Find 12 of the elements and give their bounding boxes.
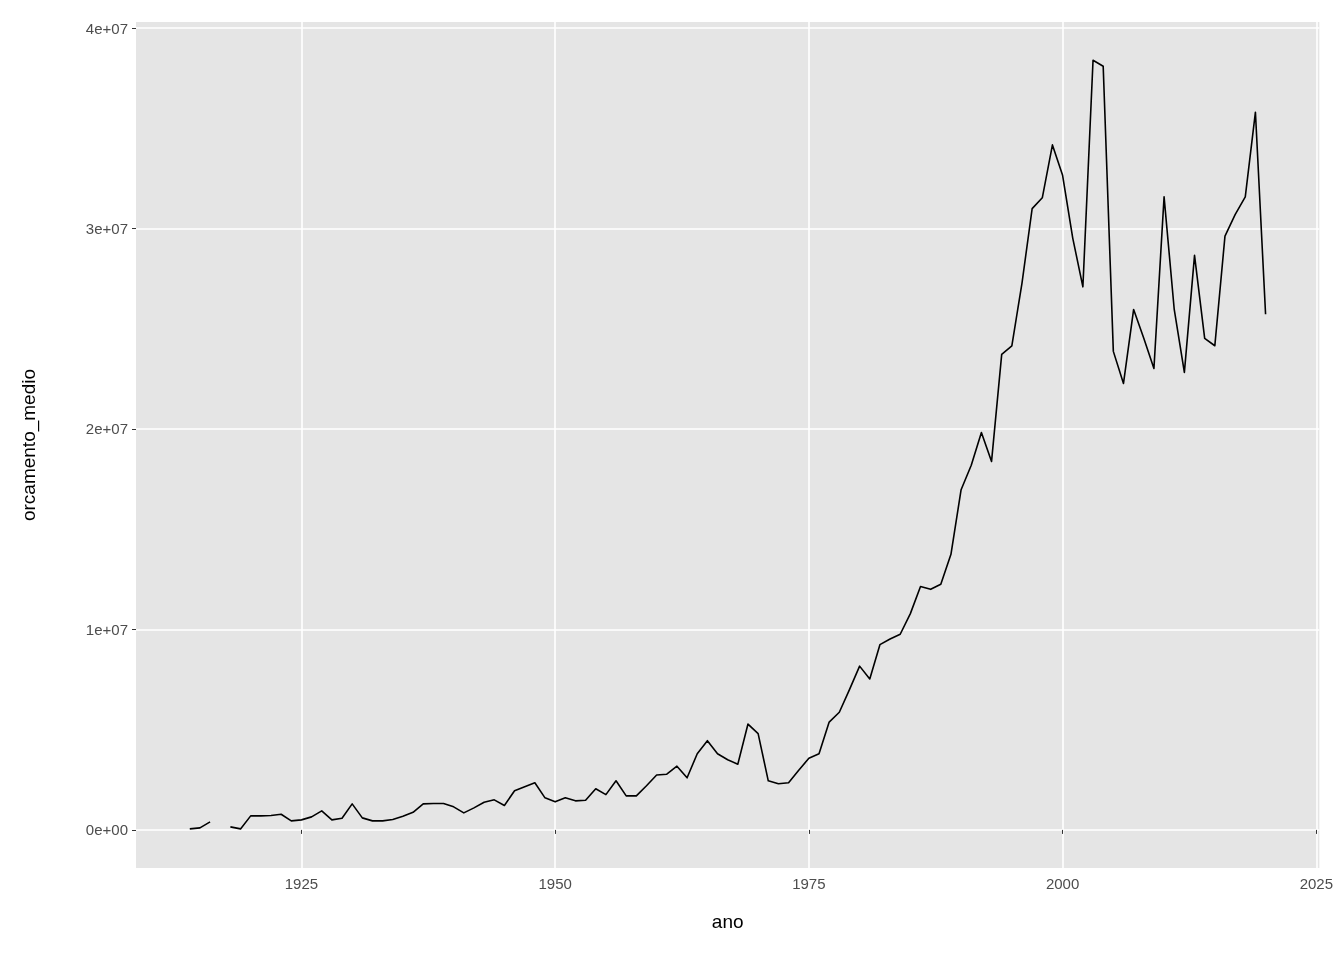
y-axis-title: orcamento_medio xyxy=(18,368,40,522)
x-tick-label: 2000 xyxy=(1045,875,1080,892)
y-tick-label: 2e+07 xyxy=(85,420,128,438)
x-tick-label: 1975 xyxy=(792,875,826,892)
y-tick-label: 4e+07 xyxy=(85,19,128,37)
x-tick-label: 1950 xyxy=(538,875,572,892)
x-tick-label: 1925 xyxy=(284,875,319,892)
x-axis-title: ano xyxy=(711,911,744,932)
y-tick-label: 1e+07 xyxy=(85,620,128,638)
y-tick-label: 3e+07 xyxy=(85,219,128,237)
x-tick-label: 2025 xyxy=(1299,875,1333,892)
y-tick-label: 0e+00 xyxy=(85,821,128,839)
